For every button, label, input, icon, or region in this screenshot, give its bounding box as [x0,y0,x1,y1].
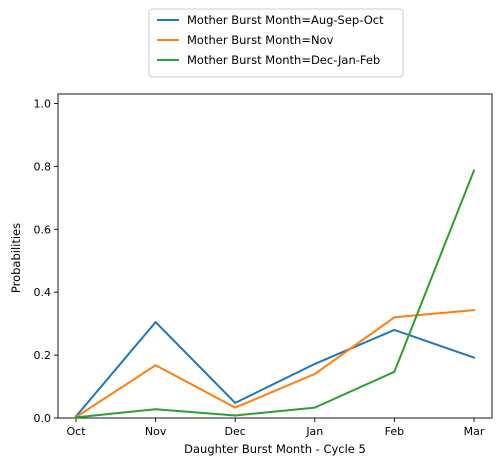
x-tick-label: Jan [305,425,323,438]
y-tick-label: 0.0 [34,412,52,425]
x-tick-label: Feb [385,425,404,438]
x-axis-label: Daughter Burst Month - Cycle 5 [184,442,366,456]
series-line-2 [74,309,476,419]
plot-area: 0.0 0.2 0.4 0.6 0.8 1.0 Oct Nov Dec Jan Feb Mar [34,93,493,438]
x-tick-label: Oct [66,425,86,438]
series-line-1 [74,321,476,418]
y-tick-label: 0.4 [34,286,52,299]
y-tick-label: 1.0 [34,97,52,110]
legend-entry-2: Mother Burst Month=Nov [187,33,334,47]
axes-frame [57,93,493,419]
y-tick-label: 0.6 [34,223,52,236]
legend-box [148,8,404,78]
legend-entry-1: Mother Burst Month=Aug-Sep-Oct [187,13,384,27]
y-tick-label: 0.8 [34,160,52,173]
x-tick-label: Mar [464,425,485,438]
y-axis-label: Probabilities [9,223,23,293]
x-tick-label: Nov [145,425,167,438]
legend-entry-3: Mother Burst Month=Dec-Jan-Feb [187,53,380,67]
legend: Mother Burst Month=Aug-Sep-Oct Mother Bur… [148,8,404,78]
series-line-3 [74,169,476,419]
x-tick-label: Dec [225,425,246,438]
y-tick-label: 0.2 [34,349,52,362]
